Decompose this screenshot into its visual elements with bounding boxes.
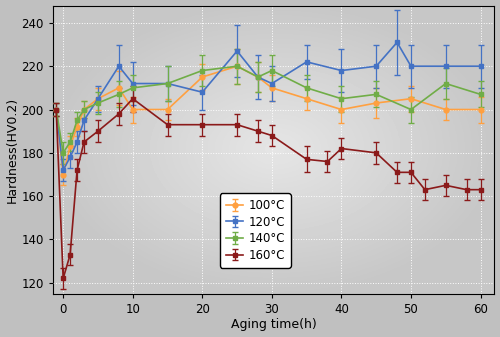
Y-axis label: Hardness(HV0.2): Hardness(HV0.2) xyxy=(6,96,18,203)
X-axis label: Aging time(h): Aging time(h) xyxy=(230,318,316,332)
Legend: 100°C, 120°C, 140°C, 160°C: 100°C, 120°C, 140°C, 160°C xyxy=(220,193,290,268)
